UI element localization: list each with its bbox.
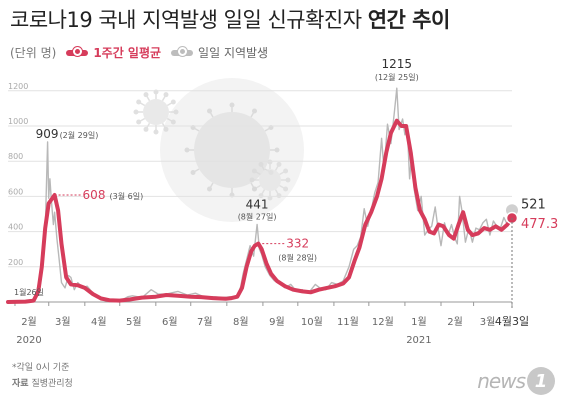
unit-label: (단위 명) xyxy=(10,46,57,60)
chart-title: 코로나19 국내 지역발생 일일 신규확진자 연간 추이 xyxy=(10,4,450,34)
virus-icon-small-spike-tip xyxy=(173,109,179,115)
virus-icon-small-spike-tip xyxy=(136,99,142,105)
y-tick-label: 1200 xyxy=(8,82,28,91)
news1-logo: news 1 xyxy=(477,367,555,395)
virus-icon-large-body xyxy=(194,112,270,188)
annotation-date: (2월 29일) xyxy=(60,130,99,140)
annotation-date: (3월 6일) xyxy=(110,191,144,201)
virus-icon-tiny-body xyxy=(259,169,281,191)
footnote: *각일 0시 기준 xyxy=(12,363,70,373)
virus-icon-small-spike-tip xyxy=(163,126,169,132)
year-label: 2020 xyxy=(16,335,41,346)
virus-icon-tiny-spike-tip xyxy=(276,193,282,199)
virus-icon-tiny-spike-tip xyxy=(283,186,289,192)
virus-icon-large-spike-tip xyxy=(274,147,280,153)
virus-icon-small-spike-tip xyxy=(143,126,149,132)
series-line-avg xyxy=(6,118,514,304)
annotation-date: (8월 28일) xyxy=(278,253,317,263)
legend-label-avg: 1주간 일평균 xyxy=(93,46,162,60)
annotation-date: (12월 25일) xyxy=(375,72,419,82)
legend-item-avg: 1주간 일평균 xyxy=(66,44,161,61)
x-tick-label: 6월 xyxy=(162,316,178,328)
virus-icon-large-spike-tip xyxy=(252,108,257,114)
virus-icon-tiny-spike-tip xyxy=(283,168,289,174)
x-tick-label: 9월 xyxy=(269,316,285,328)
x-tick-label: 8월 xyxy=(233,316,249,328)
annotation-value: 332 xyxy=(286,237,309,251)
virus-icon-tiny-spike-tip xyxy=(267,159,273,165)
source-value: 질병관리청 xyxy=(31,379,73,389)
source: 자료 질병관리청 xyxy=(12,376,73,389)
virus-icon-tiny-spike-tip xyxy=(276,161,282,167)
x-tick-label: 12월 xyxy=(372,316,394,328)
annotation-date: (8월 27일) xyxy=(238,211,277,221)
virus-icon-small-spike-tip xyxy=(153,129,159,135)
virus-icon-large-spike-tip xyxy=(207,108,212,114)
x-tick-label: 5월 xyxy=(126,316,142,328)
x-tick-label: 10월 xyxy=(301,316,323,328)
logo-word: news xyxy=(477,369,526,393)
annotation-value: 1215 xyxy=(381,57,412,71)
title-main: 코로나19 국내 지역발생 일일 신규확진자 xyxy=(10,8,368,32)
x-tick-label: 1월 xyxy=(411,316,427,328)
annotation-value: 477.3 xyxy=(521,217,558,232)
y-tick-label: 800 xyxy=(8,152,23,161)
annotation-value: 441 xyxy=(246,197,269,211)
legend-label-daily: 일일 지역발생 xyxy=(198,46,269,60)
x-tick-label: 3월 xyxy=(55,316,71,328)
virus-icon-tiny-spike-tip xyxy=(249,177,255,183)
virus-icon-large-spike-tip xyxy=(190,170,196,175)
virus-icon-small-spike-tip xyxy=(133,109,139,115)
logo-number: 1 xyxy=(527,367,555,395)
virus-icon-small xyxy=(133,89,179,135)
virus-icon-tiny-spike-tip xyxy=(285,177,291,183)
y-tick-label: 200 xyxy=(8,258,23,267)
virus-icon-large-spike-tip xyxy=(229,102,235,108)
virus-icon-small-spike-tip xyxy=(170,99,176,105)
x-tick-label: 2월 xyxy=(447,316,463,328)
virus-icon-small-body xyxy=(143,99,169,125)
virus-icon-small-spike-tip xyxy=(136,119,142,125)
x-tick-label: 4월3일 xyxy=(495,314,529,328)
virus-icon-large-spike-tip xyxy=(184,147,190,153)
y-tick-label: 400 xyxy=(8,223,23,232)
legend-swatch-daily xyxy=(171,46,194,56)
virus-icon-small-spike-tip xyxy=(153,89,159,95)
legend-item-daily: 일일 지역발생 xyxy=(171,44,268,61)
title-bold: 연간 추이 xyxy=(367,8,451,32)
x-tick-label: 3월 xyxy=(480,316,496,328)
virus-icon-small-spike-tip xyxy=(163,92,169,98)
annotation-value: 1월26일 xyxy=(14,287,44,297)
annotation-value: 909 xyxy=(36,127,59,141)
year-label: 2021 xyxy=(406,335,431,346)
y-tick-label: 1000 xyxy=(8,117,28,126)
virus-icon-small-spike-tip xyxy=(143,92,149,98)
x-tick-label: 4월 xyxy=(91,316,107,328)
annotation-value: 608 xyxy=(83,188,106,202)
annotation-value: 521 xyxy=(521,197,546,212)
y-tick-label: 600 xyxy=(8,187,23,196)
virus-icon-tiny-spike-tip xyxy=(251,186,257,192)
legend: (단위 명) 1주간 일평균 일일 지역발생 xyxy=(10,44,268,61)
virus-icon-tiny-spike-tip xyxy=(251,168,257,174)
virus-icon-tiny-spike-tip xyxy=(258,161,264,167)
virus-icon-large-spike-tip xyxy=(207,186,212,192)
virus-icon-small-spike-tip xyxy=(170,119,176,125)
legend-swatch-avg xyxy=(66,46,89,56)
x-tick-label: 11월 xyxy=(337,316,359,328)
x-tick-label: 2월 xyxy=(21,316,37,328)
x-tick-label: 7월 xyxy=(197,316,213,328)
source-label: 자료 xyxy=(12,379,29,389)
